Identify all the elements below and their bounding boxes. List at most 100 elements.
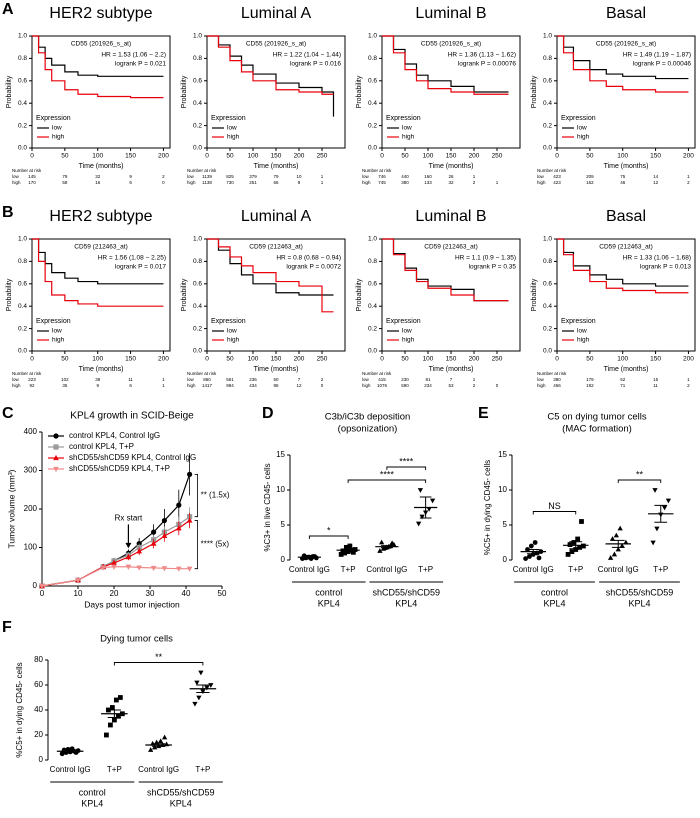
y-tick-label: 0.8 (543, 258, 552, 265)
marker (429, 498, 436, 504)
risk-value: 52 (620, 377, 626, 382)
chart-subtitle: CD59 (212463_at) (424, 244, 477, 251)
y-tick-label: 0.2 (368, 122, 377, 129)
survival-curve (32, 35, 164, 77)
marker (115, 713, 121, 719)
y-tick-label: 0.6 (18, 281, 27, 288)
risk-value: 53 (448, 383, 454, 388)
legend-label: low (577, 125, 587, 132)
group-label: KPL4 (318, 598, 340, 608)
x-tick-label: 50 (586, 153, 594, 160)
group-label: KPL4 (170, 798, 192, 808)
group-label: shCD55/shCD59 (372, 587, 440, 597)
y-tick-label: 0.4 (193, 100, 202, 107)
y-tick-label: 15 (498, 450, 507, 459)
risk-value: 209 (586, 174, 594, 179)
risk-value: 133 (424, 180, 432, 185)
marker (104, 732, 109, 738)
risk-value: 234 (424, 383, 432, 388)
x-tick-label: 50 (61, 153, 69, 160)
legend-label: high (402, 337, 415, 344)
marker (186, 517, 193, 523)
y-axis-label: Probability (356, 75, 363, 108)
legend-label: control KPL4, Control IgG (69, 431, 160, 440)
marker (157, 738, 164, 744)
legend-label: control KPL4, T+P (69, 442, 134, 451)
x-tick-label: 100 (92, 356, 103, 363)
risk-row-label: low (537, 174, 545, 179)
significance-bracket (113, 662, 204, 666)
group-label: shCD55/shCD59 (147, 787, 215, 797)
legend-label: high (227, 337, 240, 344)
y-axis-label: Probability (6, 75, 13, 108)
y-tick-label: 0.2 (18, 122, 27, 129)
y-tick-label: 0.6 (18, 78, 27, 85)
y-tick-label: 0.8 (543, 55, 552, 62)
marker (528, 543, 534, 549)
marker (352, 547, 358, 552)
risk-value: 102 (61, 377, 69, 382)
marker (161, 517, 167, 524)
risk-value: 7 (450, 377, 453, 382)
x-tick-label: Control IgG (50, 765, 91, 774)
risk-value: 58 (62, 180, 68, 185)
y-tick-label: 1.0 (543, 236, 552, 243)
y-tick-label: 300 (24, 466, 38, 475)
legend-title: Expression (211, 115, 246, 122)
risk-value: 1 (496, 180, 499, 185)
survival-curve (382, 35, 509, 93)
y-tick-label: 1.0 (193, 236, 202, 243)
y-tick-label: 0.8 (193, 55, 202, 62)
risk-value: 251 (249, 180, 257, 185)
panel-letter: B (2, 204, 14, 221)
chart-title: Luminal B (415, 208, 486, 225)
legend-marker (53, 444, 59, 450)
y-tick-label: 100 (24, 543, 38, 552)
x-axis-label: Time (months) (604, 366, 649, 373)
risk-value: 1 (162, 377, 165, 382)
y-axis-label: Probability (531, 278, 538, 311)
marker (419, 514, 425, 520)
x-tick-label: 0 (555, 356, 559, 363)
chart-title: C3b/iC3b deposition (325, 412, 411, 423)
risk-value: 745 (378, 180, 386, 185)
marker (577, 545, 582, 550)
x-tick-label: 200 (683, 153, 694, 160)
x-tick-label: 250 (492, 356, 503, 363)
legend-title: Expression (36, 318, 71, 325)
marker (523, 556, 528, 561)
survival-curve (382, 35, 509, 95)
risk-value: 415 (378, 377, 386, 382)
x-tick-label: 50 (401, 153, 409, 160)
y-tick-label: 0.6 (193, 78, 202, 85)
x-axis-label: Time (months) (254, 366, 299, 373)
y-tick-label: 0.0 (193, 145, 202, 152)
annotation: logrank P = 0.017 (115, 264, 166, 271)
annotation: HR = 1.53 (1.06 − 2.2) (101, 52, 166, 59)
risk-row-label: high (362, 180, 371, 185)
significance-bracket (617, 479, 662, 483)
risk-value: 434 (249, 383, 257, 388)
x-tick-label: 50 (401, 356, 409, 363)
x-tick-label: 200 (294, 153, 305, 160)
marker (113, 697, 119, 703)
risk-value: 860 (203, 377, 211, 382)
group-label: shCD55/shCD59 (606, 587, 674, 597)
risk-value: 236 (249, 377, 257, 382)
marker (136, 565, 143, 571)
significance-bracket (532, 511, 577, 515)
x-tick-label: T+P (107, 765, 122, 774)
legend-label: shCD55/shCD59 KPL4, Control IgG (69, 453, 196, 462)
annotation: HR = 1.33 (1.06 − 1.68) (623, 255, 691, 262)
x-tick-label: 200 (294, 356, 305, 363)
annotation: logrank P = 0.0072 (286, 264, 341, 271)
risk-value: 11 (653, 383, 658, 388)
marker (619, 543, 625, 548)
risk-value: 145 (28, 174, 36, 179)
x-tick-label: 100 (248, 356, 259, 363)
y-tick-label: 0.6 (368, 78, 377, 85)
marker (665, 498, 672, 504)
annotation: HR = 1.56 (1.08 − 2.25) (98, 255, 166, 262)
risk-title: Number at risk (12, 168, 42, 173)
y-axis-label: %C3+ in live CD45- cells (263, 463, 272, 551)
